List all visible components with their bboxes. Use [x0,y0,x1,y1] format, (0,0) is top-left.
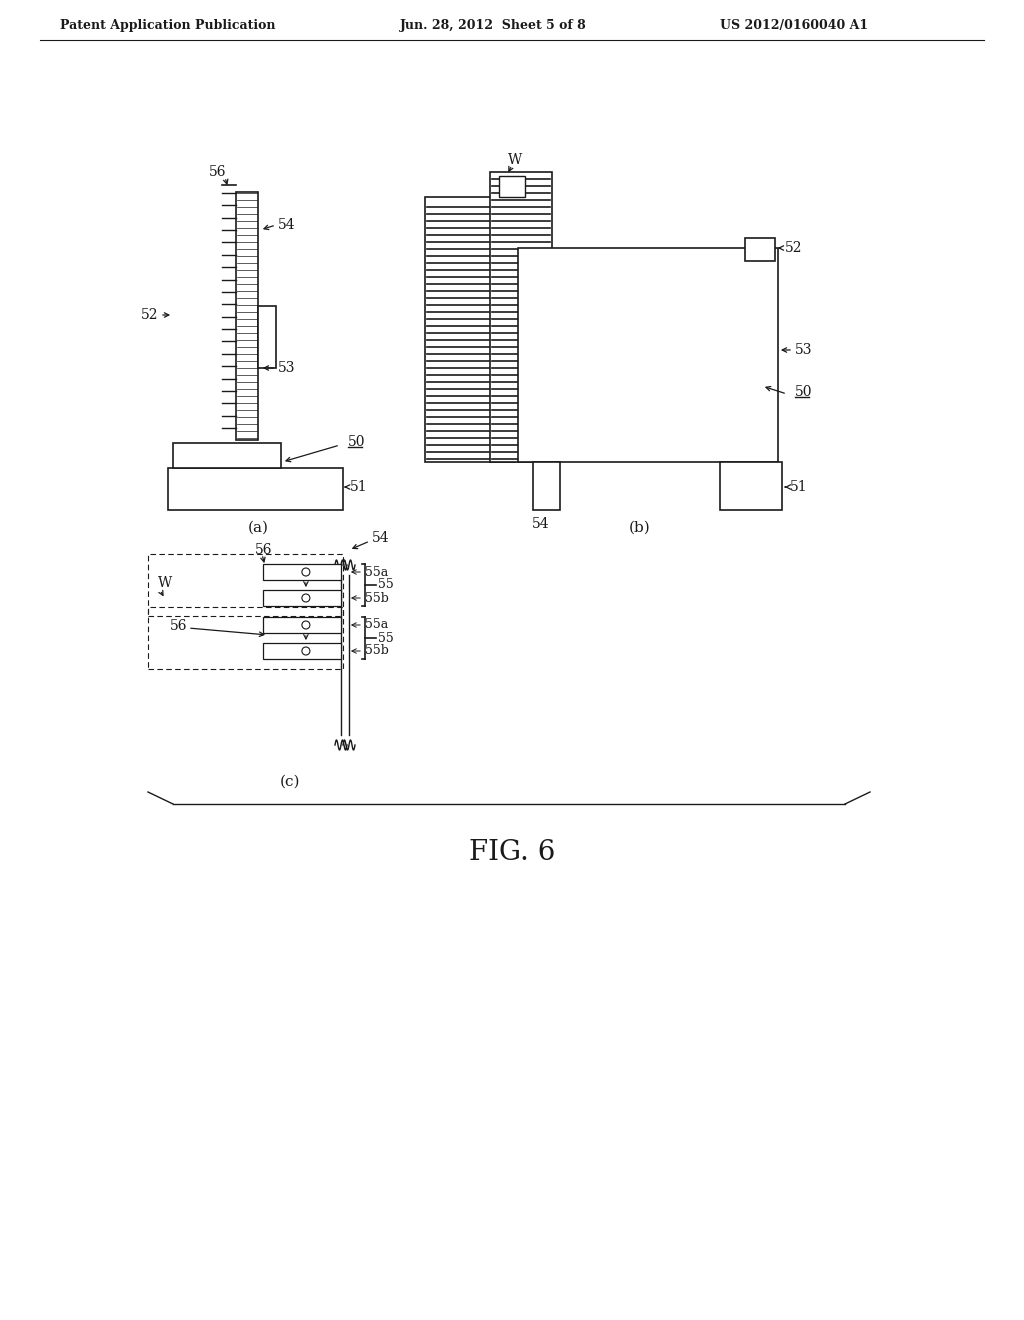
Text: 54: 54 [278,218,296,232]
Text: 55b: 55b [365,644,389,657]
Text: Patent Application Publication: Patent Application Publication [60,18,275,32]
Text: (a): (a) [248,521,268,535]
Text: FIG. 6: FIG. 6 [469,838,555,866]
Circle shape [302,647,310,655]
Text: Jun. 28, 2012  Sheet 5 of 8: Jun. 28, 2012 Sheet 5 of 8 [400,18,587,32]
Text: W: W [508,153,522,168]
Text: 50: 50 [795,385,812,399]
Bar [263,616,341,634]
Bar [720,462,782,510]
Bar [490,172,552,462]
Text: 55: 55 [378,578,394,591]
Bar [745,238,775,261]
Text: 56: 56 [255,543,272,557]
Text: 55a: 55a [365,565,388,578]
Text: 52: 52 [140,308,158,322]
Text: (c): (c) [280,775,300,789]
Bar [258,306,276,368]
Text: 55: 55 [378,631,394,644]
Text: 51: 51 [790,480,808,494]
Text: W: W [158,576,172,590]
Circle shape [302,568,310,576]
Text: 50: 50 [348,436,366,449]
Bar [168,469,343,510]
Text: 56: 56 [170,619,187,634]
Text: 53: 53 [278,360,296,375]
Text: 55a: 55a [365,619,388,631]
Bar [534,462,560,510]
Text: US 2012/0160040 A1: US 2012/0160040 A1 [720,18,868,32]
Text: 56: 56 [209,165,226,180]
Text: 52: 52 [785,242,803,255]
Bar [499,176,525,197]
Bar [263,643,341,659]
Text: 51: 51 [350,480,368,494]
Text: 55b: 55b [365,591,389,605]
Bar [236,191,258,440]
Circle shape [302,594,310,602]
Text: (b): (b) [629,521,651,535]
Bar [263,590,341,606]
Text: 54: 54 [532,517,550,531]
Circle shape [302,620,310,630]
Bar [425,197,515,462]
Bar [518,248,778,462]
Bar [173,444,281,469]
Text: 53: 53 [795,343,812,356]
Bar [263,564,341,579]
Text: 54: 54 [372,531,389,545]
